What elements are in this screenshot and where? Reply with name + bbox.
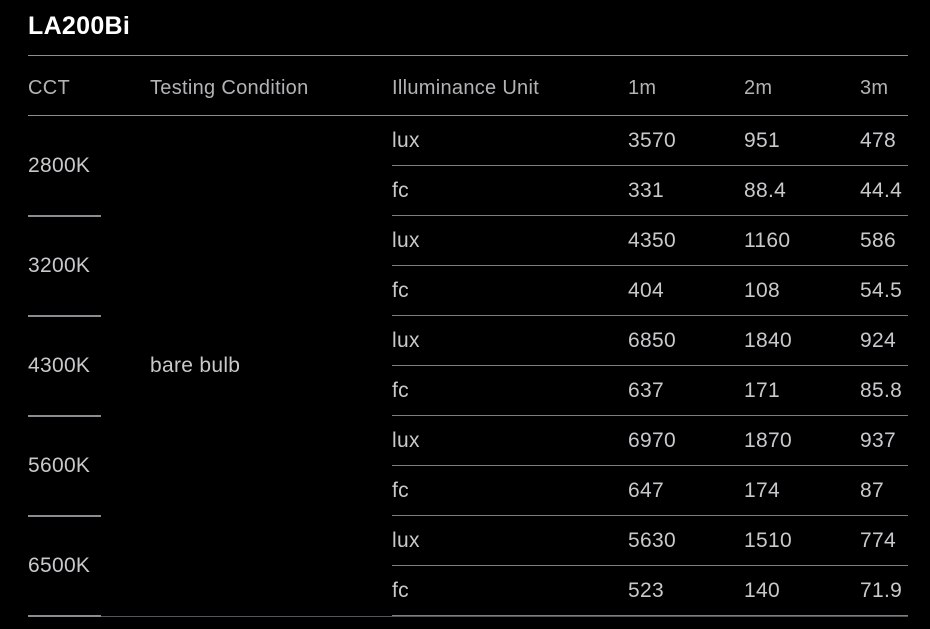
group-rows: lux 3570 951 478 fc 331 88.4 44.4 xyxy=(392,116,908,216)
cct-label: 2800K xyxy=(28,154,91,177)
header-cct: CCT xyxy=(28,77,71,99)
table-row: fc 523 140 71.9 xyxy=(392,566,908,616)
cct-divider xyxy=(28,515,101,517)
cct-group-5600k: 5600K lux 6970 1870 937 fc 647 174 87 xyxy=(28,416,908,517)
header-distance-3m: 3m xyxy=(860,77,889,99)
group-rows: lux 4350 1160 586 fc 404 108 54.5 xyxy=(392,216,908,316)
table-row: fc 637 171 85.8 xyxy=(392,366,908,416)
title-rule xyxy=(28,55,908,56)
table-row: fc 331 88.4 44.4 xyxy=(392,166,908,216)
value-1m: 404 xyxy=(628,278,664,302)
value-3m: 774 xyxy=(860,528,896,552)
value-1m: 637 xyxy=(628,378,664,402)
cct-label: 3200K xyxy=(28,254,91,277)
unit-cell: lux xyxy=(392,328,420,352)
table-row: fc 647 174 87 xyxy=(392,466,908,516)
table-row: fc 404 108 54.5 xyxy=(392,266,908,316)
value-1m: 647 xyxy=(628,478,664,502)
table-body: 2800K lux 3570 951 478 fc 331 88.4 44.4 xyxy=(28,116,908,617)
cct-divider xyxy=(28,215,101,217)
cct-group-4300k: 4300K lux 6850 1840 924 fc 637 171 85.8 xyxy=(28,316,908,417)
table-row: lux 6970 1870 937 xyxy=(392,416,908,466)
value-3m: 478 xyxy=(860,128,896,152)
cct-group-3200k: 3200K lux 4350 1160 586 fc 404 108 54.5 xyxy=(28,216,908,317)
value-3m: 924 xyxy=(860,328,896,352)
unit-cell: fc xyxy=(392,178,409,202)
value-3m: 87 xyxy=(860,478,884,502)
value-1m: 331 xyxy=(628,178,664,202)
value-3m: 85.8 xyxy=(860,378,903,402)
header-testing-condition: Testing Condition xyxy=(150,77,309,99)
cct-cell: 4300K xyxy=(28,316,392,417)
cct-divider xyxy=(28,415,101,417)
value-3m: 54.5 xyxy=(860,278,903,302)
value-1m: 5630 xyxy=(628,528,676,552)
value-3m: 44.4 xyxy=(860,178,903,202)
unit-cell: fc xyxy=(392,378,409,402)
testing-condition-value: bare bulb xyxy=(150,354,241,377)
header-distance-1m: 1m xyxy=(628,77,657,99)
value-3m: 937 xyxy=(860,428,896,452)
value-2m: 1510 xyxy=(744,528,792,552)
cct-label: 6500K xyxy=(28,554,91,577)
value-1m: 4350 xyxy=(628,228,676,252)
value-2m: 1160 xyxy=(744,228,791,252)
product-title: LA200Bi xyxy=(28,12,131,40)
value-2m: 951 xyxy=(744,128,780,152)
table-row: lux 6850 1840 924 xyxy=(392,316,908,366)
unit-cell: lux xyxy=(392,228,420,252)
value-2m: 88.4 xyxy=(744,178,787,202)
table-row: lux 4350 1160 586 xyxy=(392,216,908,266)
cct-group-6500k: 6500K lux 5630 1510 774 fc 523 140 71.9 xyxy=(28,516,908,617)
value-1m: 523 xyxy=(628,578,664,602)
value-2m: 174 xyxy=(744,478,780,502)
value-1m: 6970 xyxy=(628,428,676,452)
value-3m: 586 xyxy=(860,228,896,252)
cct-cell: 2800K xyxy=(28,116,392,217)
unit-cell: lux xyxy=(392,528,420,552)
unit-cell: fc xyxy=(392,478,409,502)
value-2m: 171 xyxy=(744,378,780,402)
table-header-row: CCT Testing Condition Illuminance Unit 1… xyxy=(28,56,908,116)
value-3m: 71.9 xyxy=(860,578,903,602)
cct-divider xyxy=(28,315,101,317)
cct-cell: 6500K xyxy=(28,516,392,617)
unit-cell: lux xyxy=(392,128,420,152)
unit-cell: fc xyxy=(392,578,409,602)
cct-group-2800k: 2800K lux 3570 951 478 fc 331 88.4 44.4 xyxy=(28,116,908,217)
cct-label: 4300K xyxy=(28,354,91,377)
unit-cell: lux xyxy=(392,428,420,452)
value-1m: 6850 xyxy=(628,328,676,352)
table-row: lux 5630 1510 774 xyxy=(392,516,908,566)
value-2m: 1870 xyxy=(744,428,792,452)
group-rows: lux 6970 1870 937 fc 647 174 87 xyxy=(392,416,908,516)
cct-divider xyxy=(28,615,101,617)
cct-cell: 5600K xyxy=(28,416,392,517)
table-row: lux 3570 951 478 xyxy=(392,116,908,166)
value-2m: 140 xyxy=(744,578,780,602)
cct-cell: 3200K xyxy=(28,216,392,317)
value-1m: 3570 xyxy=(628,128,676,152)
unit-cell: fc xyxy=(392,278,409,302)
value-2m: 108 xyxy=(744,278,780,302)
group-rows: lux 5630 1510 774 fc 523 140 71.9 xyxy=(392,516,908,616)
header-illuminance-unit: Illuminance Unit xyxy=(392,77,540,99)
cct-label: 5600K xyxy=(28,454,91,477)
value-2m: 1840 xyxy=(744,328,792,352)
header-distance-2m: 2m xyxy=(744,77,773,99)
group-rows: lux 6850 1840 924 fc 637 171 85.8 xyxy=(392,316,908,416)
